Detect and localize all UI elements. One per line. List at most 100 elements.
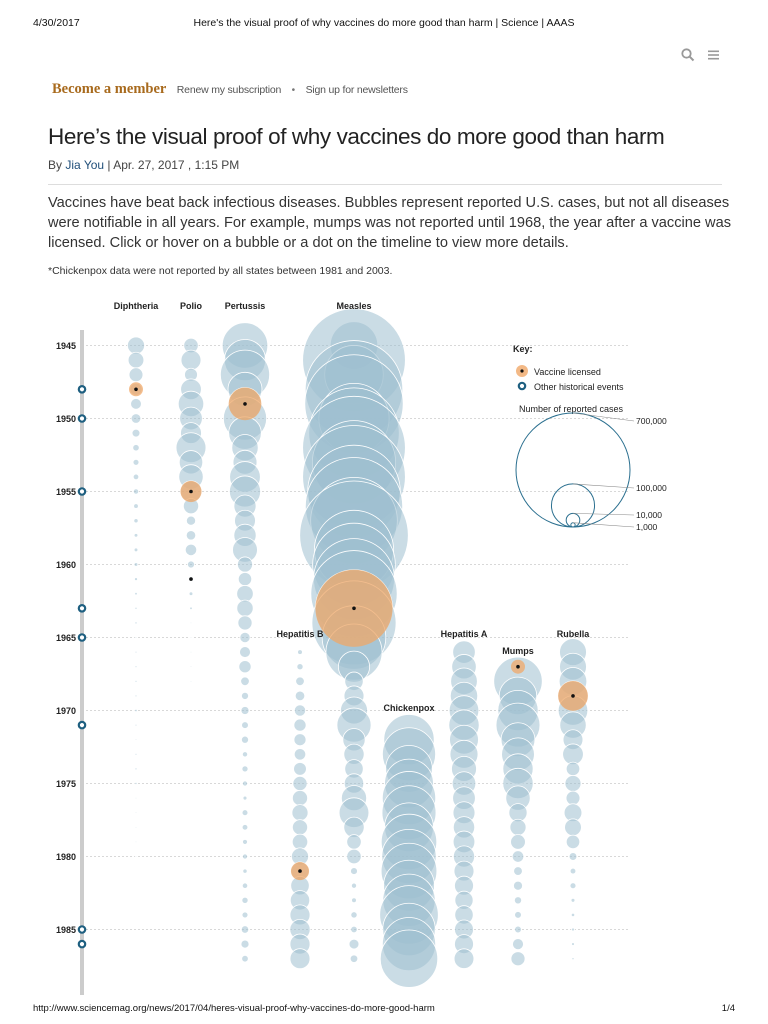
bubble-measles[interactable] <box>350 867 358 875</box>
bubble-rubella[interactable] <box>570 912 576 918</box>
bubble-pertussis[interactable] <box>240 676 250 687</box>
bubble-pertussis[interactable] <box>241 765 249 773</box>
bubble-diphtheria[interactable] <box>130 413 142 424</box>
bubble-rubella[interactable] <box>568 852 578 861</box>
renew-subscription-link[interactable]: Renew my subscription <box>176 84 282 96</box>
event-dot[interactable] <box>352 606 356 611</box>
timeline-event-dot[interactable] <box>77 633 87 642</box>
bubble-polio[interactable] <box>189 665 193 668</box>
bubble-hepatitis-b[interactable] <box>291 819 309 836</box>
timeline-event-dot[interactable] <box>77 925 87 934</box>
vaccine-bubble-chart[interactable]: 1945 1950 1955 1960 1965 1970 1975 1980 1985 Diph… <box>0 0 768 995</box>
bubble-polio[interactable] <box>185 515 197 526</box>
bubble-diphtheria[interactable] <box>134 636 138 639</box>
bubble-measles[interactable] <box>351 882 357 889</box>
bubble-hepatitis-b[interactable] <box>291 804 309 822</box>
event-dot[interactable] <box>516 664 520 669</box>
bubble-measles[interactable] <box>348 938 360 950</box>
bubble-diphtheria[interactable] <box>134 708 138 713</box>
bubble-rubella[interactable] <box>571 927 575 932</box>
bubble-diphtheria[interactable] <box>134 606 138 610</box>
bubble-diphtheria[interactable] <box>127 351 145 369</box>
bubble-measles[interactable] <box>351 897 357 904</box>
bubble-diphtheria[interactable] <box>132 473 140 481</box>
bubble-diphtheria[interactable] <box>134 621 138 625</box>
bubble-rubella[interactable] <box>571 957 575 961</box>
bubble-mumps[interactable] <box>513 880 523 891</box>
bubble-diphtheria[interactable] <box>128 367 144 383</box>
bubble-measles[interactable] <box>346 834 362 850</box>
bubble-diphtheria[interactable] <box>131 428 141 438</box>
bubble-polio[interactable] <box>184 543 198 556</box>
bubble-measles[interactable] <box>350 911 358 919</box>
bubble-mumps[interactable] <box>509 818 527 836</box>
newsletter-signup-link[interactable]: Sign up for newsletters <box>305 84 408 96</box>
bubble-pertussis[interactable] <box>241 882 249 889</box>
bubble-pertussis[interactable] <box>242 839 248 845</box>
bubble-pertussis[interactable] <box>237 615 253 631</box>
bubble-pertussis[interactable] <box>241 691 249 700</box>
bubble-hepatitis-b[interactable] <box>293 718 307 732</box>
bubble-polio[interactable] <box>188 591 194 596</box>
bubble-hepatitis-b[interactable] <box>297 649 303 655</box>
bubble-mumps[interactable] <box>513 896 523 905</box>
bubble-mumps[interactable] <box>510 834 526 850</box>
bubble-pertussis[interactable] <box>242 868 248 874</box>
bubble-mumps[interactable] <box>511 850 525 863</box>
event-dot[interactable] <box>298 869 302 873</box>
bubble-diphtheria[interactable] <box>132 444 140 452</box>
bubble-diphtheria[interactable] <box>133 562 139 567</box>
bubble-diphtheria[interactable] <box>134 577 138 582</box>
event-dot[interactable] <box>134 387 138 392</box>
bubble-pertussis[interactable] <box>242 795 248 801</box>
bubble-pertussis[interactable] <box>240 939 250 949</box>
bubble-pertussis[interactable] <box>242 780 248 787</box>
bubble-diphtheria[interactable] <box>127 336 145 355</box>
bubble-diphtheria[interactable] <box>132 488 140 495</box>
bubble-polio[interactable] <box>189 636 193 639</box>
bubble-rubella[interactable] <box>562 743 584 766</box>
bubble-diphtheria[interactable] <box>134 591 138 596</box>
event-dot[interactable] <box>571 694 575 698</box>
bubble-diphtheria[interactable] <box>133 503 139 509</box>
event-dot[interactable] <box>189 577 193 581</box>
bubble-hepatitis-b[interactable] <box>294 690 306 702</box>
bubble-rubella[interactable] <box>564 775 582 792</box>
bubble-hepatitis-b[interactable] <box>291 833 309 851</box>
bubble-pertussis[interactable] <box>240 706 250 715</box>
bubble-rubella[interactable] <box>565 834 581 850</box>
bubble-diphtheria[interactable] <box>134 855 138 858</box>
bubble-polio[interactable] <box>187 560 195 569</box>
bubble-rubella[interactable] <box>565 790 581 806</box>
bubble-pertussis[interactable] <box>241 911 249 919</box>
bubble-polio[interactable] <box>189 606 193 611</box>
timeline-event-dot[interactable] <box>77 487 87 496</box>
bubble-diphtheria[interactable] <box>133 533 139 538</box>
bubble-mumps[interactable] <box>513 866 523 876</box>
timeline-event-dot[interactable] <box>77 720 87 730</box>
bubble-polio[interactable] <box>180 349 202 371</box>
bubble-diphtheria[interactable] <box>134 679 138 683</box>
bubble-rubella[interactable] <box>571 942 575 946</box>
bubble-diphtheria[interactable] <box>134 723 138 727</box>
bubble-rubella[interactable] <box>564 818 582 837</box>
bubble-pertussis[interactable] <box>236 585 254 603</box>
bubble-diphtheria[interactable] <box>132 458 140 466</box>
bubble-rubella[interactable] <box>570 897 576 903</box>
bubble-diphtheria[interactable] <box>134 694 138 698</box>
bubble-pertussis[interactable] <box>241 751 249 758</box>
timeline-event-dot[interactable] <box>77 414 87 423</box>
bubble-diphtheria[interactable] <box>134 665 138 669</box>
bubble-pertussis[interactable] <box>238 660 252 674</box>
event-dot[interactable] <box>189 489 193 494</box>
bubble-hepatitis-b[interactable] <box>295 676 305 687</box>
bubble-pertussis[interactable] <box>240 925 250 934</box>
bubble-diphtheria[interactable] <box>133 547 139 553</box>
bubble-pertussis[interactable] <box>241 809 249 817</box>
bubble-pertussis[interactable] <box>241 735 249 744</box>
bubble-diphtheria[interactable] <box>134 840 138 844</box>
bubble-hepatitis-b[interactable] <box>293 704 307 717</box>
bubble-mumps[interactable] <box>514 925 522 934</box>
bubble-diphtheria[interactable] <box>134 738 138 741</box>
bubble-pertussis[interactable] <box>241 955 249 963</box>
